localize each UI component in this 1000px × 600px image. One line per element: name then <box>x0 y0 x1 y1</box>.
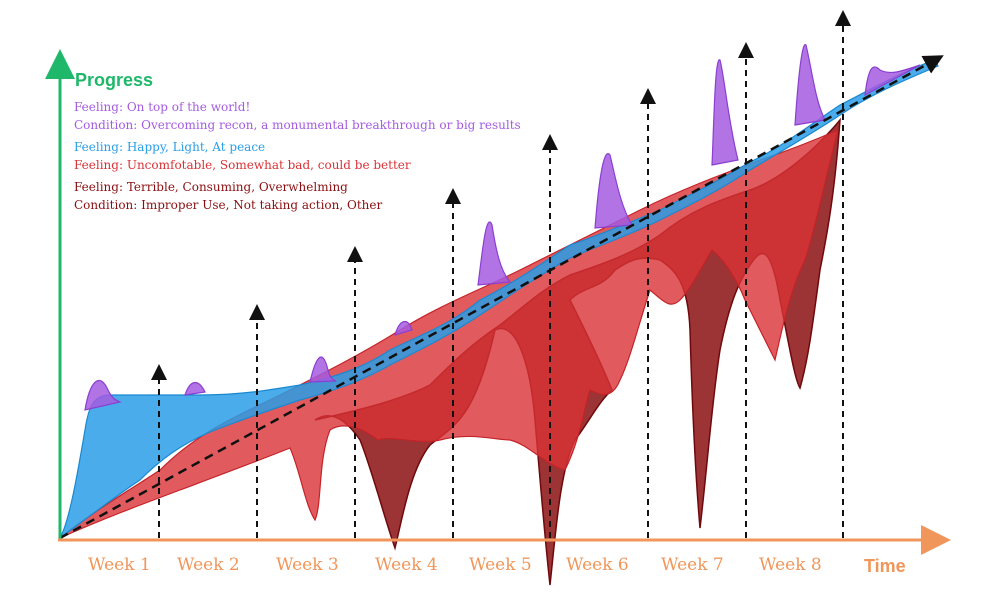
week-label: Week 7 <box>661 555 724 575</box>
legend-top-condition: Condition: Overcoming recon, a monumenta… <box>74 118 521 132</box>
legend-uncomfortable-feeling-key: Feeling: <box>74 158 124 172</box>
legend-happy-feeling-key: Feeling: <box>74 140 124 154</box>
y-axis-label: Progress <box>75 70 154 90</box>
legend: Feeling: On top of the world! Condition:… <box>74 98 521 214</box>
week-label: Week 3 <box>276 555 339 575</box>
legend-happy-feeling-text: Happy, Light, At peace <box>123 140 266 154</box>
week-label: Week 5 <box>469 555 532 575</box>
legend-happy-feeling: Feeling: Happy, Light, At peace <box>74 138 521 156</box>
week-label: Week 1 <box>88 555 151 575</box>
legend-terrible-feeling: Feeling: Terrible, Consuming, Overwhelmi… <box>74 180 348 194</box>
trend-line <box>59 55 944 540</box>
week-markers <box>151 10 851 538</box>
week-label: Week 4 <box>375 555 438 575</box>
legend-top-feeling: Feeling: On top of the world! <box>74 98 521 116</box>
week-label: Week 8 <box>759 555 822 575</box>
x-axis-label: Time <box>864 556 906 576</box>
legend-top-feeling-key: Feeling: <box>74 100 124 114</box>
legend-terrible-condition: Condition: Improper Use, Not taking acti… <box>74 198 383 212</box>
week-label: Week 2 <box>177 555 240 575</box>
legend-top-feeling-text: On top of the world! <box>123 100 251 114</box>
legend-uncomfortable-feeling: Feeling: Uncomfotable, Somewhat bad, cou… <box>74 156 521 174</box>
week-label: Week 6 <box>566 555 629 575</box>
legend-uncomfortable-feeling-text: Uncomfotable, Somewhat bad, could be bet… <box>123 158 411 172</box>
breakthrough-peaks <box>84 44 921 411</box>
